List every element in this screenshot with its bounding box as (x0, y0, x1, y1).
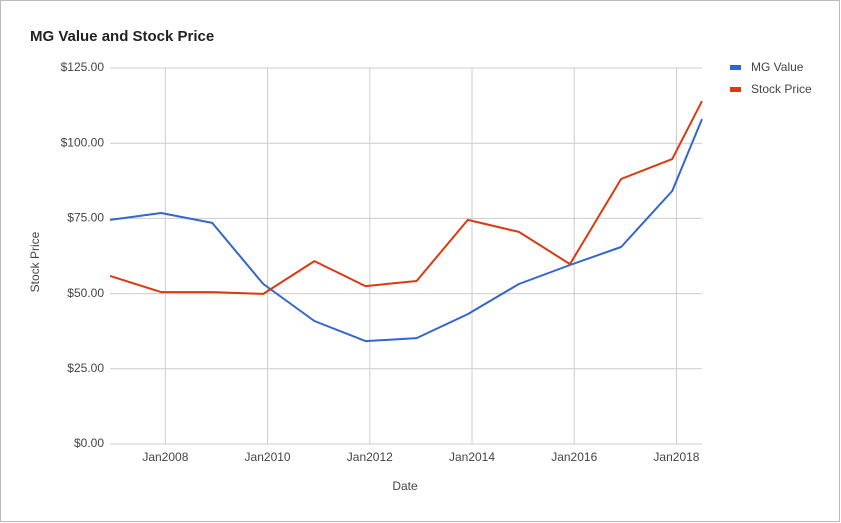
x-tick-label: Jan2016 (551, 450, 597, 464)
legend-swatch (730, 65, 741, 70)
y-tick-label: $100.00 (61, 135, 105, 149)
x-tick-label: Jan2008 (142, 450, 188, 464)
legend-label: MG Value (751, 60, 804, 74)
y-axis-title: Stock Price (28, 231, 42, 292)
y-tick-label: $0.00 (74, 436, 104, 450)
y-tick-label: $125.00 (61, 60, 105, 74)
x-tick-label: Jan2012 (347, 450, 393, 464)
legend-label: Stock Price (751, 82, 812, 96)
y-tick-label: $75.00 (67, 211, 104, 225)
series-line (109, 118, 703, 343)
y-tick-label: $50.00 (67, 286, 104, 300)
x-tick-label: Jan2018 (653, 450, 699, 464)
legend-swatch (730, 87, 741, 92)
y-tick-label: $25.00 (67, 361, 104, 375)
series-line (109, 100, 703, 295)
x-axis-title: Date (392, 479, 418, 493)
x-tick-label: Jan2010 (245, 450, 291, 464)
chart-title: MG Value and Stock Price (30, 28, 214, 45)
x-tick-label: Jan2014 (449, 450, 495, 464)
